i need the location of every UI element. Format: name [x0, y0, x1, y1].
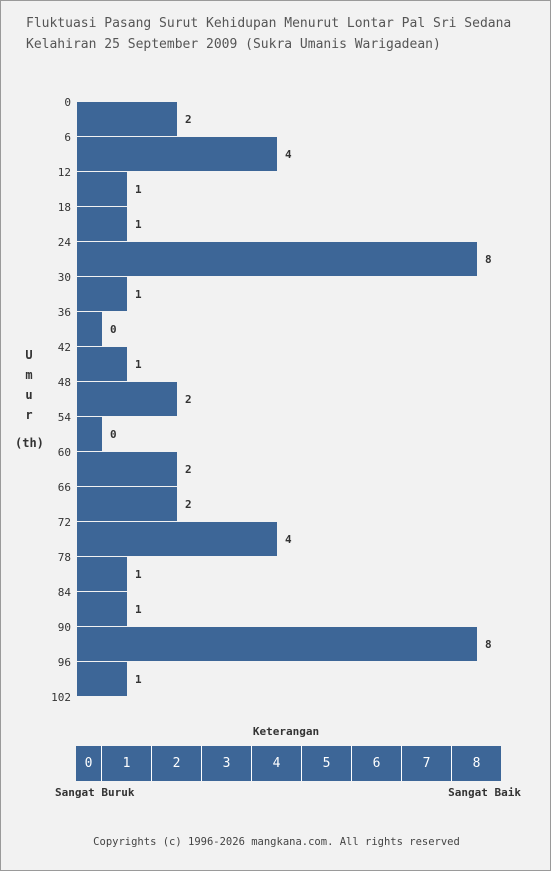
legend-scale-cell: 7 — [401, 746, 451, 781]
bar — [77, 417, 102, 451]
bar-value-label: 0 — [110, 323, 117, 336]
y-axis-label-char: u — [25, 388, 33, 402]
bar — [77, 627, 477, 661]
bar — [77, 347, 127, 381]
chart-title-line-1: Fluktuasi Pasang Surut Kehidupan Menurut… — [26, 16, 512, 31]
legend-scale-cell: 5 — [301, 746, 351, 781]
y-axis-label-char: r — [25, 408, 33, 422]
y-tick-label: 60 — [58, 446, 71, 459]
y-tick-label: 54 — [58, 411, 72, 424]
y-tick-label: 30 — [58, 271, 71, 284]
bar-value-label: 2 — [185, 498, 192, 511]
y-tick-label: 90 — [58, 621, 71, 634]
bar-value-label: 4 — [285, 533, 292, 546]
legend-scale-cell: 2 — [151, 746, 201, 781]
bar-value-label: 2 — [185, 113, 192, 126]
bar-value-label: 4 — [285, 148, 292, 161]
bar — [77, 277, 127, 311]
y-tick-label: 12 — [58, 166, 71, 179]
bar-value-label: 8 — [485, 253, 492, 266]
legend-scale-cell: 3 — [201, 746, 251, 781]
y-tick-label: 72 — [58, 516, 71, 529]
bar-value-label: 2 — [185, 463, 192, 476]
y-tick-label: 42 — [58, 341, 71, 354]
bar-chart: 0612182430364248546066727884909610224118… — [51, 96, 492, 704]
chart-title-line-2: Kelahiran 25 September 2009 (Sukra Umani… — [26, 37, 441, 52]
y-axis-label: U m u r (th) — [15, 345, 44, 453]
y-tick-label: 48 — [58, 376, 71, 389]
bar — [77, 662, 127, 696]
bar — [77, 137, 277, 171]
bar — [77, 312, 102, 346]
bar-value-label: 1 — [135, 218, 142, 231]
y-tick-label: 6 — [64, 131, 71, 144]
legend-scale-cell: 8 — [451, 746, 501, 781]
chart-title: Fluktuasi Pasang Surut Kehidupan Menurut… — [26, 13, 511, 55]
bar-value-label: 1 — [135, 603, 142, 616]
bar-value-label: 2 — [185, 393, 192, 406]
bar — [77, 102, 177, 136]
bar — [77, 382, 177, 416]
bar-value-label: 1 — [135, 568, 142, 581]
bar — [77, 242, 477, 276]
bar — [77, 557, 127, 591]
bar-value-label: 1 — [135, 358, 142, 371]
y-tick-label: 18 — [58, 201, 71, 214]
y-tick-label: 24 — [58, 236, 72, 249]
legend-high-label: Sangat Baik — [448, 786, 521, 799]
y-tick-label: 0 — [64, 96, 71, 109]
y-axis-unit: (th) — [15, 436, 44, 450]
y-tick-label: 102 — [51, 691, 71, 704]
y-tick-label: 96 — [58, 656, 71, 669]
y-tick-label: 78 — [58, 551, 71, 564]
bar-value-label: 1 — [135, 183, 142, 196]
bar — [77, 452, 177, 486]
bar-value-label: 0 — [110, 428, 117, 441]
legend-scale-cell: 6 — [351, 746, 401, 781]
y-axis-label-char: U — [25, 348, 33, 362]
legend-low-label: Sangat Buruk — [55, 786, 135, 799]
y-tick-label: 84 — [58, 586, 72, 599]
bar — [77, 522, 277, 556]
legend-scale-cell: 4 — [251, 746, 301, 781]
bar — [77, 487, 177, 521]
legend-title: Keterangan — [252, 725, 320, 738]
copyright-text: Copyrights (c) 1996-2026 mangkana.com. A… — [93, 836, 460, 848]
bar — [77, 172, 127, 206]
legend-scale-cell: 0 — [84, 756, 93, 771]
legend-scale-cell: 1 — [101, 746, 151, 781]
bar — [77, 207, 127, 241]
bar-value-label: 1 — [135, 288, 142, 301]
y-tick-label: 66 — [58, 481, 71, 494]
y-tick-label: 36 — [58, 306, 71, 319]
bar-value-label: 8 — [485, 638, 492, 651]
bar — [77, 592, 127, 626]
bar-value-label: 1 — [135, 673, 142, 686]
y-axis-label-char: m — [25, 368, 33, 382]
